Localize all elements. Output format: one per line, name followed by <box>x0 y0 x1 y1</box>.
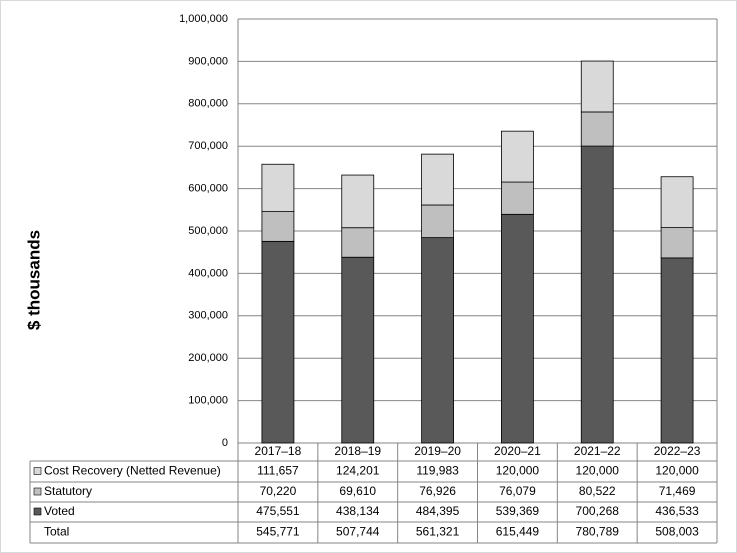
x-tick-label: 2021–22 <box>574 444 621 458</box>
bar-segment <box>501 130 534 183</box>
y-tick-label: 400,000 <box>188 267 228 279</box>
table-value: 71,469 <box>659 484 696 498</box>
bar-segment <box>660 227 694 259</box>
x-tick-label: 2020–21 <box>494 444 541 458</box>
legend-key <box>33 467 42 475</box>
bar-segment <box>660 257 694 444</box>
total-value: 780,789 <box>576 525 620 539</box>
bar-segment <box>660 176 694 229</box>
y-tick-label: 700,000 <box>188 140 228 152</box>
table-value: 119,983 <box>416 464 459 478</box>
total-value: 561,321 <box>416 525 460 539</box>
table-value: 76,079 <box>499 484 536 498</box>
table-value: 120,000 <box>576 464 620 478</box>
y-tick-label: 500,000 <box>188 225 228 237</box>
bar-segment <box>261 211 295 242</box>
table-value: 76,926 <box>419 484 456 498</box>
x-tick-label: 2017–18 <box>255 444 302 458</box>
bar-segment <box>580 145 614 444</box>
table-value: 120,000 <box>655 464 699 478</box>
table-value: 700,268 <box>576 504 620 518</box>
table-value: 438,134 <box>336 504 380 518</box>
bar-segment <box>501 181 534 215</box>
bar-segment <box>341 174 375 229</box>
x-tick-label: 2022–23 <box>654 444 701 458</box>
bar-segment <box>421 204 454 239</box>
legend-label: Cost Recovery (Netted Revenue) <box>44 464 221 478</box>
table-value: 484,395 <box>416 504 460 518</box>
y-tick-label: 200,000 <box>188 352 228 364</box>
table-value: 111,657 <box>257 464 299 478</box>
table-value: 69,610 <box>339 484 376 498</box>
y-tick-label: 300,000 <box>188 310 228 322</box>
y-tick-label: 600,000 <box>188 183 228 195</box>
table-value: 80,522 <box>579 484 616 498</box>
y-tick-label: 100,000 <box>188 395 228 407</box>
table-value: 539,369 <box>496 504 540 518</box>
bar-segment <box>341 227 375 258</box>
bar-segment <box>580 60 614 113</box>
table-value: 70,220 <box>260 484 297 498</box>
x-tick-label: 2019–20 <box>414 444 461 458</box>
table-value: 124,201 <box>336 464 380 478</box>
total-value: 507,744 <box>336 525 380 539</box>
legend-label: Voted <box>44 504 75 518</box>
bar-segment <box>261 163 295 212</box>
y-tick-label: 0 <box>222 437 228 449</box>
bar-segment <box>261 240 295 444</box>
legend-key <box>33 507 42 516</box>
bar-segment <box>421 237 454 444</box>
total-value: 615,449 <box>496 525 540 539</box>
total-value: 545,771 <box>256 525 300 539</box>
y-tick-label: 800,000 <box>188 98 228 110</box>
table-value: 120,000 <box>496 464 540 478</box>
y-axis-label: $ thousands <box>24 230 43 330</box>
table-value: 436,533 <box>655 504 699 518</box>
y-tick-label: 900,000 <box>188 55 228 67</box>
legend-key <box>33 487 42 496</box>
legend-label: Statutory <box>44 484 92 498</box>
bar-segment <box>501 213 534 444</box>
table-value: 475,551 <box>256 504 300 518</box>
bar-segment <box>421 153 454 206</box>
total-label: Total <box>44 525 69 539</box>
total-value: 508,003 <box>655 525 699 539</box>
x-tick-label: 2018–19 <box>334 444 381 458</box>
bar-segment <box>341 256 375 444</box>
bar-segment <box>580 111 614 147</box>
y-tick-label: 1,000,000 <box>179 13 228 25</box>
